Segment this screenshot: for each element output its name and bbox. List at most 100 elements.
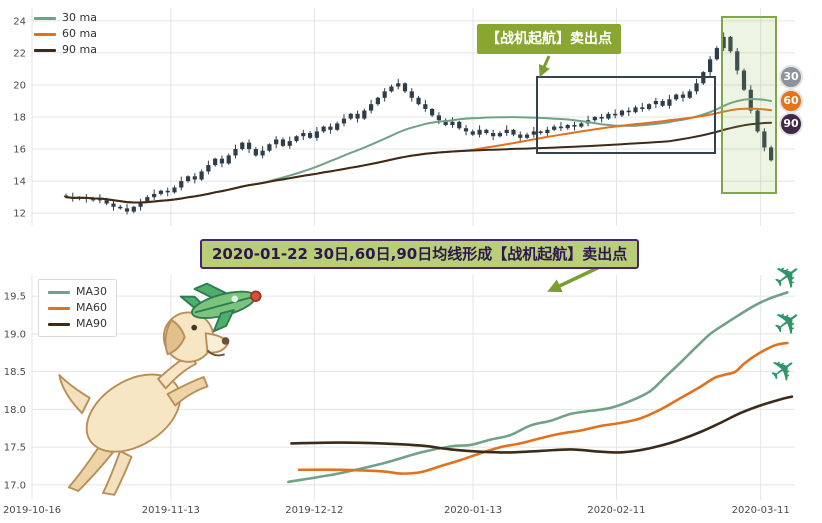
candle-body <box>382 91 387 98</box>
legend-item-90ma[interactable]: 90 ma <box>34 44 97 56</box>
candle-body <box>450 121 455 126</box>
candle-body <box>192 176 197 180</box>
sell-point-note: 2020-01-22 30日,60日,90日均线形成【战机起航】卖出点 <box>200 239 640 269</box>
legend-label: MA30 <box>76 285 108 298</box>
y-axis-tick-label: 19.5 <box>4 292 26 303</box>
y-axis-tick-label: 14 <box>13 177 26 188</box>
candle-body <box>667 99 672 106</box>
candle-body <box>274 139 279 145</box>
candle-body <box>518 134 523 138</box>
legend-item-60ma[interactable]: 60 ma <box>34 28 97 40</box>
candle-body <box>653 100 658 105</box>
candle-body <box>484 129 489 134</box>
candle-body <box>131 206 136 212</box>
legend-item-30ma[interactable]: 30 ma <box>34 12 97 24</box>
candle-body <box>321 126 326 132</box>
candle-body <box>599 117 604 119</box>
candle-body <box>694 83 699 92</box>
candle-body <box>111 203 116 207</box>
y-axis-tick-label: 20 <box>13 80 26 91</box>
candle-body <box>280 139 286 146</box>
legend-label: 60 ma <box>62 27 97 40</box>
candle-body <box>497 133 503 137</box>
y-axis-tick-label: 17.5 <box>4 443 26 454</box>
candle-body <box>219 158 225 164</box>
bottom-ma-line-chart: 2019-10-16 2019-11-13 2019-12-12 2020-01-13… <box>3 275 795 516</box>
ma30-line <box>287 291 789 484</box>
candle-body <box>240 142 245 150</box>
candle-body <box>294 136 299 142</box>
candle-body <box>572 125 577 127</box>
candle-body <box>97 198 102 201</box>
ma60-line <box>297 341 789 475</box>
x-axis-tick-label: 2019-11-13 <box>142 505 200 516</box>
ma30-badge: 30 <box>779 65 803 89</box>
candle-body <box>172 187 177 193</box>
candle-body <box>633 107 638 113</box>
candle-body <box>246 142 252 150</box>
candle-body <box>491 133 496 137</box>
y-axis-tick-label: 18.5 <box>4 367 26 378</box>
candle-body <box>362 110 367 119</box>
candle-body <box>545 129 550 134</box>
candle-body <box>145 197 150 202</box>
ma30-line <box>65 98 773 204</box>
candle-body <box>701 72 706 84</box>
toy-plane-illustration <box>179 282 262 333</box>
candle-body <box>714 48 719 60</box>
candle-body <box>375 97 380 105</box>
candle-body <box>423 104 428 109</box>
legend-label: MA90 <box>76 317 108 330</box>
candle-body <box>165 190 170 193</box>
ma90-line <box>65 121 773 204</box>
candle-body <box>552 126 557 130</box>
candle-body <box>396 83 401 87</box>
candle-body <box>674 94 679 100</box>
candle-body <box>104 198 109 204</box>
candle-body <box>708 59 713 73</box>
candle-body <box>626 110 631 113</box>
top-chart-legend: 30 ma 60 ma 90 ma <box>34 12 97 56</box>
candle-body <box>592 117 597 121</box>
candle-body <box>253 149 258 156</box>
candle-body <box>735 51 740 71</box>
candle-body <box>646 104 652 109</box>
x-axis-tick-label: 2020-01-13 <box>444 505 502 516</box>
legend-item-ma60[interactable]: MA60 <box>48 302 107 314</box>
ma60-badge: 60 <box>779 89 803 113</box>
candle-body <box>579 123 584 127</box>
y-axis-tick-label: 24 <box>13 16 26 27</box>
candle-body <box>531 131 536 135</box>
candle-body <box>287 141 292 146</box>
candle-body <box>199 171 204 180</box>
dog-illustration <box>58 311 230 496</box>
y-axis-tick-label: 17.0 <box>4 480 26 491</box>
candle-body <box>416 97 421 105</box>
candle-body <box>748 89 753 111</box>
candle-body <box>443 120 448 126</box>
candle-body <box>158 190 164 194</box>
ma90-line <box>290 395 794 454</box>
candle-body <box>640 107 645 109</box>
candle-body <box>741 70 747 90</box>
candle-body <box>558 126 564 129</box>
x-axis-tick-label: 2019-12-12 <box>285 505 343 516</box>
ma30-line-swatch <box>34 16 56 20</box>
candle-body <box>369 104 374 111</box>
candle-body <box>118 206 123 209</box>
candle-body <box>267 144 272 151</box>
candle-body <box>389 86 394 92</box>
sell-point-callout: 【战机起航】卖出点 <box>477 24 621 54</box>
ma60-line-swatch <box>48 306 70 310</box>
candle-body <box>436 115 441 121</box>
candle-body <box>511 129 516 135</box>
candle-body <box>463 128 469 132</box>
legend-item-ma30[interactable]: MA30 <box>48 286 107 298</box>
candle-body <box>213 158 218 166</box>
ma30-line-swatch <box>48 290 70 294</box>
candle-body <box>606 113 611 119</box>
candle-body <box>341 118 347 124</box>
legend-label: MA60 <box>76 301 108 314</box>
legend-item-ma90[interactable]: MA90 <box>48 318 107 330</box>
